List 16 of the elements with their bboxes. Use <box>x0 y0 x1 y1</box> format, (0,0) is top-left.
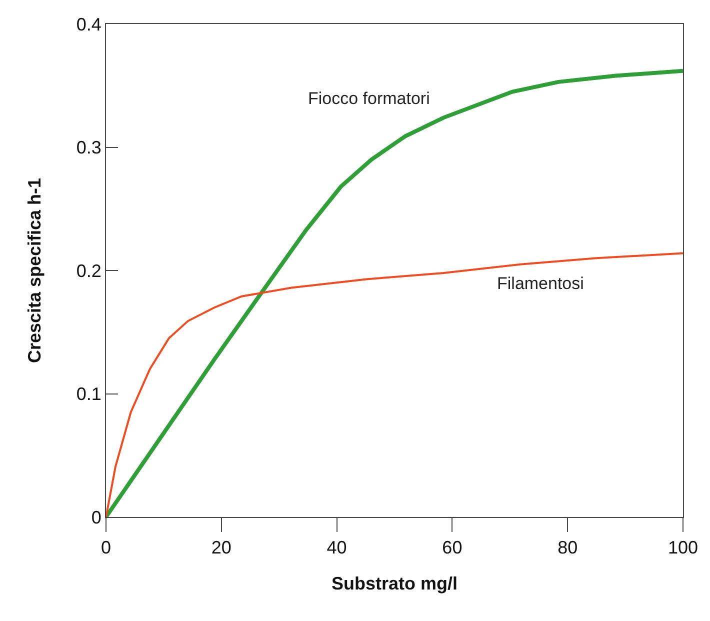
x-tick-label: 60 <box>442 538 462 558</box>
y-axis-title: Crescita specifica h-1 <box>24 178 45 364</box>
line-series <box>106 68 683 517</box>
x-tick-label: 40 <box>326 538 347 558</box>
y-tick-label: 0 <box>91 507 102 528</box>
series-label: Fiocco formatori <box>308 89 430 108</box>
y-tick-label: 0.2 <box>76 260 102 281</box>
line-series <box>106 252 683 517</box>
x-tick-label: 20 <box>211 538 232 558</box>
x-axis-title: Substrato mg/l <box>331 574 458 594</box>
x-tick-label: 100 <box>668 538 698 558</box>
y-tick-label: 0.3 <box>76 138 102 158</box>
y-tick-label: 0.1 <box>76 384 102 404</box>
x-tick-label: 80 <box>558 538 578 558</box>
series-label: Filamentosi <box>497 274 584 293</box>
y-tick-label: 0.4 <box>76 14 102 34</box>
